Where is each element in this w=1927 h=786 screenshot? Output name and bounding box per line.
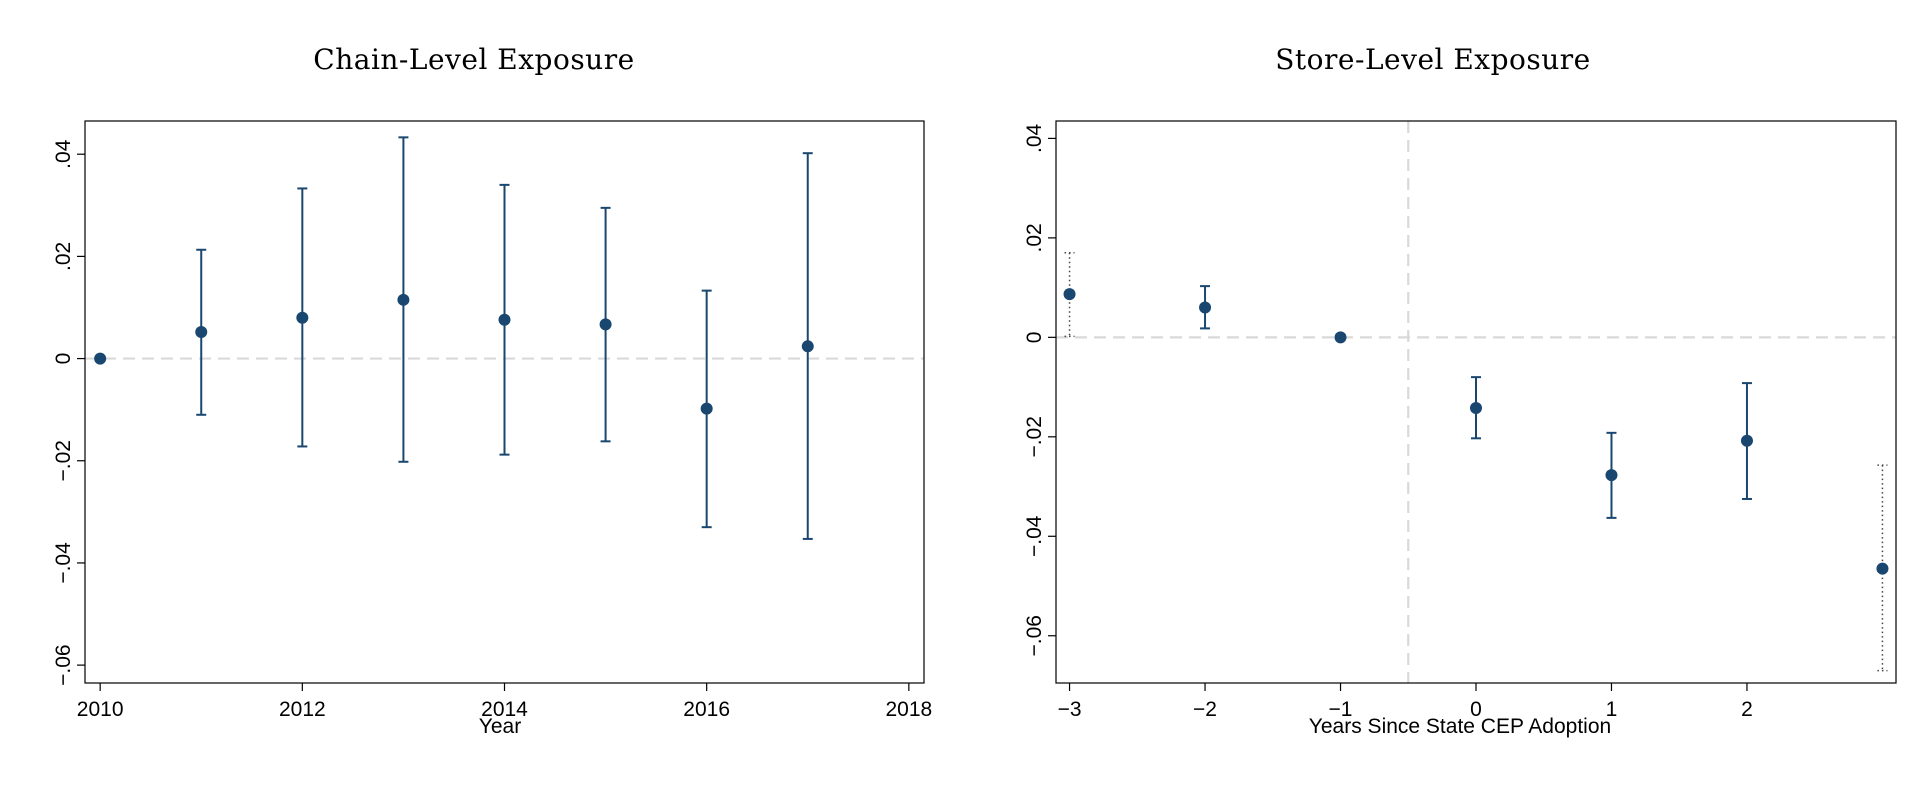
x-tick-label: 2018 (885, 698, 932, 721)
store-y-axis: .04 .02 0 −.02 −.04 −.06 (1023, 123, 1056, 656)
y-tick-label: −.06 (52, 644, 75, 685)
chain-level-panel: Chain-Level Exposure .04 .02 0 −.02 −.04 −.06… (52, 43, 932, 738)
y-tick-label: 0 (1023, 332, 1046, 344)
x-tick-label: 2 (1741, 698, 1753, 721)
chain-x-axis-title: Year (479, 715, 521, 738)
y-tick-label: .04 (1023, 123, 1046, 153)
store-level-panel: Store-Level Exposure .04 .02 0 −.02 −.04 −.06… (1023, 43, 1897, 738)
y-tick-label: .02 (1023, 223, 1046, 252)
x-tick-label: 0 (1470, 698, 1482, 721)
point-estimate (700, 402, 713, 415)
point-estimate (1605, 469, 1618, 482)
point-estimate (1063, 288, 1076, 301)
y-tick-label: −.06 (1023, 615, 1046, 656)
point-estimate (599, 318, 612, 331)
y-tick-label: −.02 (52, 440, 75, 481)
store-x-axis-title: Years Since State CEP Adoption (1309, 715, 1611, 738)
y-tick-label: 0 (52, 353, 75, 365)
store-point-estimates (1063, 288, 1889, 575)
chain-x-axis: 2010 2012 2014 2016 2018 (77, 683, 932, 721)
point-estimate (1199, 301, 1212, 314)
point-estimate (1470, 401, 1482, 414)
x-tick-label: 1 (1606, 698, 1618, 721)
point-estimate (397, 293, 410, 306)
chain-y-axis: .04 .02 0 −.02 −.04 −.06 (52, 139, 85, 686)
y-tick-label: −.02 (1023, 416, 1046, 457)
x-tick-label: −1 (1329, 698, 1353, 721)
y-tick-label: −.04 (52, 542, 75, 584)
point-estimate (1740, 434, 1753, 447)
chain-level-title: Chain-Level Exposure (313, 43, 634, 76)
store-confidence-intervals (1064, 252, 1888, 672)
point-estimate (801, 340, 814, 353)
store-level-title: Store-Level Exposure (1275, 43, 1590, 76)
y-tick-label: −.04 (1023, 515, 1046, 557)
x-tick-label: −2 (1193, 698, 1217, 721)
point-estimate (296, 311, 309, 324)
point-estimate (94, 352, 107, 365)
chain-confidence-intervals (196, 136, 813, 540)
y-tick-label: .04 (52, 139, 75, 169)
y-tick-label: .02 (52, 242, 75, 271)
store-x-axis: −3 −2 −1 0 1 2 (1058, 683, 1753, 721)
x-tick-label: 2010 (77, 698, 124, 721)
point-estimate (1334, 331, 1347, 344)
x-tick-label: −3 (1058, 698, 1082, 721)
point-estimate (498, 313, 511, 326)
x-tick-label: 2014 (481, 698, 528, 721)
point-estimate (1876, 562, 1889, 575)
x-tick-label: 2012 (279, 698, 326, 721)
chain-point-estimates (94, 293, 814, 415)
point-estimate (195, 326, 208, 339)
x-tick-label: 2016 (683, 698, 730, 721)
